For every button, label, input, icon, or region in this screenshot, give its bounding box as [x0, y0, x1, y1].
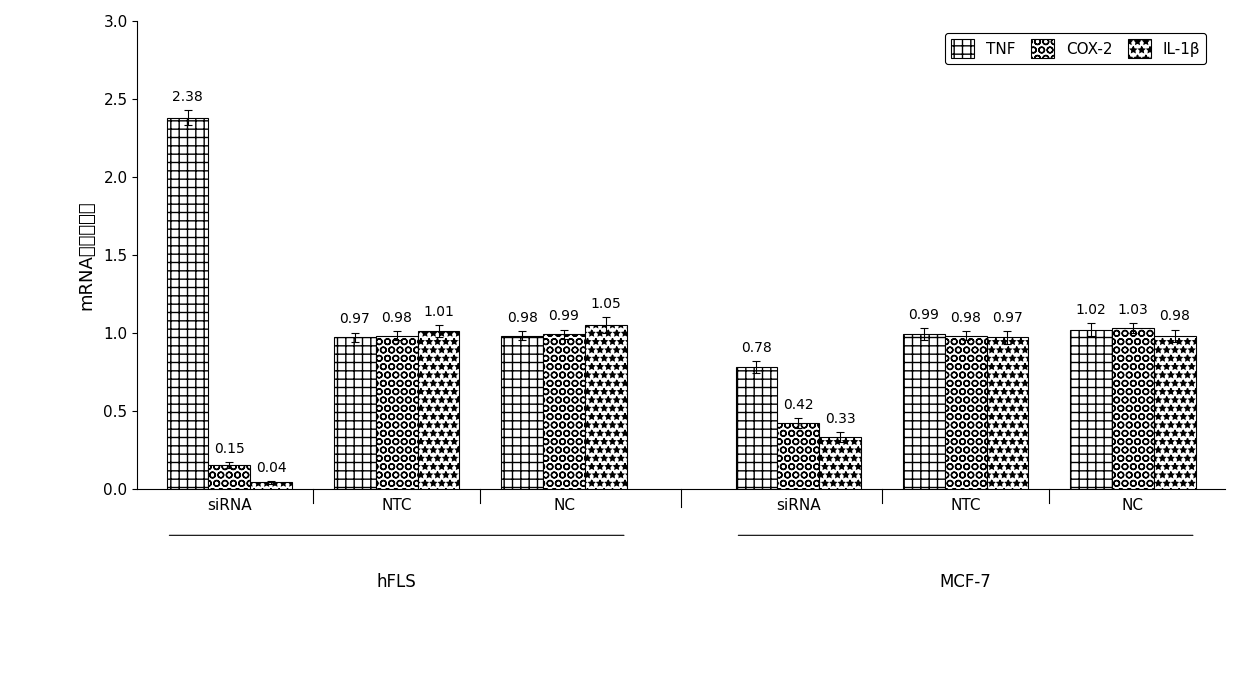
Text: 1.03: 1.03	[1117, 303, 1148, 317]
Bar	[903, 334, 945, 488]
Bar	[208, 465, 250, 488]
Text: 1.05: 1.05	[590, 297, 621, 311]
Text: 0.98: 0.98	[950, 311, 981, 325]
Bar	[945, 336, 987, 488]
Bar	[166, 118, 208, 488]
Text: 0.33: 0.33	[825, 412, 856, 426]
Text: 0.99: 0.99	[548, 310, 579, 323]
Bar	[1112, 328, 1154, 488]
Text: 1.02: 1.02	[1076, 303, 1106, 317]
Bar	[418, 331, 460, 488]
Text: 0.15: 0.15	[215, 442, 244, 456]
Bar	[543, 334, 585, 488]
Text: 0.98: 0.98	[381, 311, 412, 325]
Text: 0.97: 0.97	[992, 311, 1023, 325]
Bar	[585, 325, 626, 488]
Text: 1.01: 1.01	[423, 305, 454, 319]
Text: 0.97: 0.97	[340, 312, 371, 327]
Bar	[376, 336, 418, 488]
Bar	[250, 482, 293, 488]
Text: 0.42: 0.42	[782, 398, 813, 412]
Bar	[334, 338, 376, 488]
Text: 2.38: 2.38	[172, 90, 203, 103]
Text: hFLS: hFLS	[377, 573, 417, 590]
Bar	[987, 338, 1028, 488]
Y-axis label: mRNA相对表达量: mRNA相对表达量	[77, 200, 95, 310]
Text: 0.98: 0.98	[1159, 310, 1190, 323]
Text: 0.04: 0.04	[255, 460, 286, 475]
Text: 0.98: 0.98	[507, 311, 538, 325]
Bar	[1070, 329, 1112, 488]
Text: 0.99: 0.99	[909, 308, 939, 322]
Bar	[735, 367, 777, 488]
Bar	[777, 423, 820, 488]
Bar	[1154, 336, 1195, 488]
Text: MCF-7: MCF-7	[940, 573, 992, 590]
Bar	[501, 336, 543, 488]
Text: 0.78: 0.78	[742, 340, 771, 355]
Bar	[820, 437, 861, 488]
Legend: TNF, COX-2, IL-1β: TNF, COX-2, IL-1β	[945, 34, 1207, 64]
